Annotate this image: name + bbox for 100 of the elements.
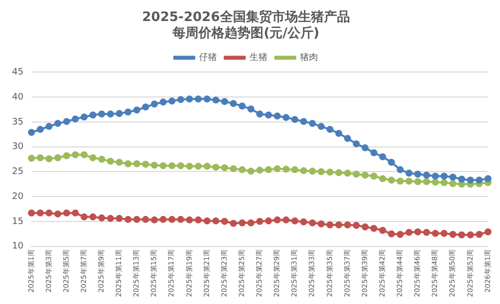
point [449,180,456,188]
point [230,100,237,108]
point [133,106,140,114]
point [379,153,386,160]
point [476,176,483,184]
y-tick-label: 10 [12,242,24,252]
point [326,168,334,176]
point [150,216,158,224]
point [318,122,325,130]
point [36,209,44,216]
point [54,210,62,218]
point [379,175,386,182]
point [221,98,228,106]
point [318,168,325,176]
legend-label: 生猪 [249,52,268,64]
point [116,158,123,166]
point [440,230,448,237]
point [458,231,466,238]
point [204,217,211,224]
point [36,126,44,133]
point [282,114,290,121]
point [449,230,456,238]
point [335,130,342,137]
point [335,221,342,228]
point [432,178,439,186]
point [46,155,53,162]
point [458,176,466,183]
point [36,154,44,162]
point [318,220,325,228]
point [256,218,264,225]
point [160,162,167,170]
point [142,160,150,168]
point [177,162,184,170]
point [160,216,167,223]
point [308,120,316,127]
point [106,158,114,165]
point [124,216,132,223]
point [116,214,123,222]
y-tick-label: 45 [12,68,24,78]
point [414,228,422,236]
point [247,168,254,175]
point [133,216,140,223]
y-tick-label: 20 [12,192,24,202]
point [265,111,272,118]
point [106,214,114,222]
y-tick-label: 25 [12,167,24,178]
point [186,162,193,170]
point [274,112,281,120]
point [344,170,352,177]
point [54,154,62,162]
point [212,217,220,224]
point [186,96,193,103]
point [466,231,474,238]
y-tick-label: 30 [12,142,24,152]
point [168,216,176,223]
point [46,209,53,216]
point [484,175,492,182]
point [150,162,158,169]
point [160,98,167,106]
point [63,209,70,216]
point [405,170,412,177]
point [89,154,96,162]
point [440,179,448,186]
point [142,104,150,111]
legend-label: 猪肉 [300,52,318,64]
point [106,110,114,118]
point [344,134,352,142]
point [388,176,395,184]
point [352,140,360,148]
point [46,122,53,130]
point [98,156,106,163]
point [291,217,298,224]
point [212,164,220,171]
point [300,218,308,226]
point [388,158,395,166]
point [274,216,281,224]
point [256,166,264,174]
point [124,108,132,116]
point [230,165,237,172]
point [362,144,369,152]
point [168,98,176,105]
point [256,110,264,118]
point [238,102,246,110]
point [177,216,184,223]
point [291,166,298,174]
point [54,120,62,127]
chart-title: 2025-2026全国集贸市场生猪产品 [142,9,350,26]
point [300,167,308,174]
point [265,217,272,224]
point [405,178,412,185]
point [72,151,79,158]
point [28,128,35,136]
point [28,209,35,216]
y-tick-label: 15 [12,216,24,227]
chart-subtitle: 每周价格趋势图(元/公斤) [172,24,320,41]
point [440,172,448,180]
point [352,170,360,178]
point [142,216,150,223]
point [168,162,176,170]
point [370,224,378,232]
